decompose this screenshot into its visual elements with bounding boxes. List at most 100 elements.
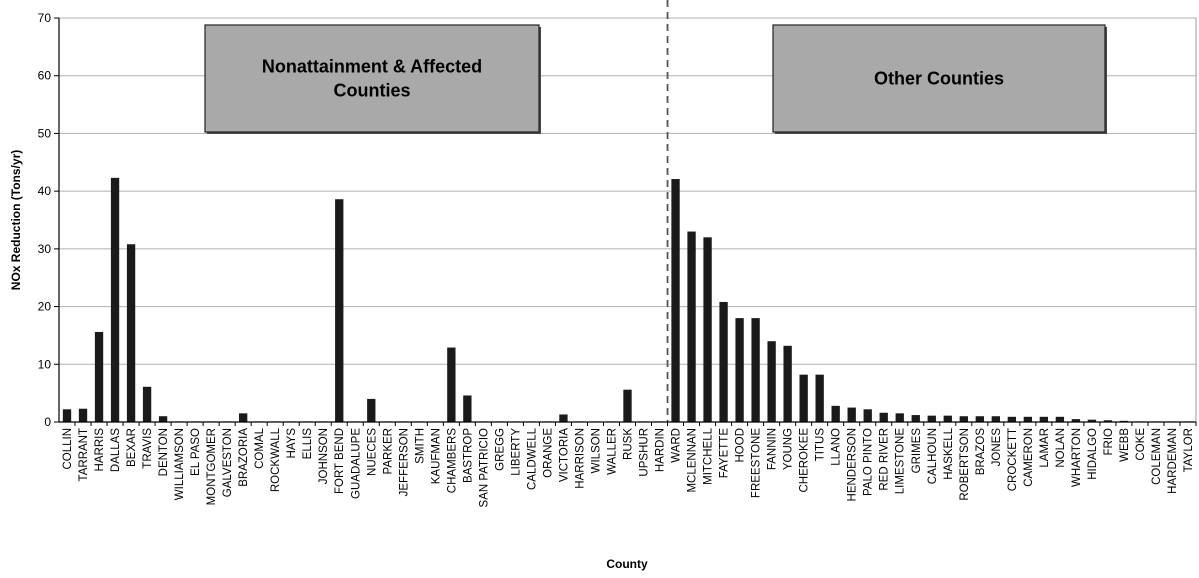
bar (142, 386, 152, 422)
x-tick-label: FAYETTE (719, 428, 731, 479)
x-tick-label: NOLAN (1055, 428, 1067, 468)
x-tick-label: WEBB (1119, 428, 1131, 462)
x-tick-label: TRAVIS (142, 428, 154, 469)
x-tick-label: DENTON (158, 428, 170, 476)
bar (751, 318, 760, 422)
x-tick-label: KAUFMAN (430, 428, 442, 484)
bar (78, 408, 88, 422)
bar (703, 237, 712, 422)
x-tick-label: PALO PINTO (863, 428, 875, 496)
x-tick-label: YOUNG (783, 428, 795, 470)
x-tick-label: JONES (991, 428, 1003, 467)
bar (735, 318, 744, 422)
bar (719, 301, 728, 422)
bar (991, 416, 1000, 422)
x-tick-label: ORANGE (542, 428, 554, 478)
x-tick-label: HAYS (286, 428, 298, 459)
bar (1039, 416, 1049, 422)
x-tick-label: CHAMBERS (446, 428, 458, 494)
category-box (772, 24, 1106, 133)
bar (559, 414, 568, 422)
y-tick-label: 50 (38, 126, 52, 140)
bar (62, 409, 72, 422)
bar (687, 231, 696, 422)
x-tick-label: LAMAR (1039, 428, 1051, 468)
x-tick-label: HARRIS (94, 428, 106, 472)
x-tick-label: HASKELL (943, 427, 955, 479)
x-tick-label: LLANO (831, 428, 843, 466)
x-tick-label: MCLENNAN (687, 428, 699, 493)
x-tick-label: WILSON (590, 428, 602, 473)
y-axis-title: NOx Reduction (Tons/yr) (9, 150, 23, 290)
x-tick-label: WHARTON (1071, 428, 1083, 487)
x-tick-label: WILLIAMSON (174, 428, 186, 500)
bar (943, 415, 952, 422)
x-tick-label: LIBERTY (510, 428, 522, 476)
x-tick-label: BASTROP (462, 428, 474, 483)
x-tick-label: UPSHUR (639, 428, 651, 477)
bar (158, 416, 168, 422)
bar (783, 345, 792, 422)
y-tick-label: 0 (44, 415, 51, 429)
x-tick-label: TAYLOR (1183, 428, 1195, 472)
x-tick-label: HIDALGO (1087, 428, 1099, 480)
x-tick-label: MONTGOMER (206, 428, 218, 505)
bar (767, 341, 776, 422)
x-tick-label: DALLAS (110, 428, 122, 472)
x-tick-label: GREGG (494, 428, 506, 471)
x-tick-label: GRIMES (911, 428, 923, 474)
bar (863, 409, 872, 422)
x-tick-label: COKE (1135, 428, 1147, 461)
x-tick-label: BRAZORIA (238, 428, 250, 487)
x-tick-label: FREESTONE (751, 428, 763, 498)
bars (62, 177, 1193, 422)
y-tick-label: 20 (38, 300, 52, 314)
bar (126, 244, 136, 422)
x-tick-label: ELLIS (302, 428, 314, 460)
x-axis-ticks: COLLIN TARRANT HARRIS DALLAS BEXAR TRAVIS DENT… (62, 422, 1197, 507)
y-tick-label: 70 (38, 11, 52, 25)
x-tick-label: BRAZOS (975, 428, 987, 476)
bar (1071, 419, 1081, 422)
x-tick-label: HARDEMAN (1167, 428, 1179, 494)
bar (879, 412, 888, 422)
bar (799, 374, 808, 422)
bar (1023, 416, 1033, 422)
category-box (204, 24, 540, 133)
bar (1055, 416, 1065, 422)
bar (335, 199, 344, 422)
x-tick-label: SAN PATRICIO (478, 428, 490, 507)
y-tick-label: 10 (38, 357, 52, 371)
x-tick-label: COMAL (254, 427, 266, 469)
bar (895, 413, 904, 422)
category-box-label: Other Counties (874, 69, 1004, 89)
x-tick-label: VICTORIA (558, 428, 570, 482)
bar (110, 177, 120, 422)
y-tick-label: 60 (38, 69, 52, 83)
y-tick-label: 40 (38, 184, 52, 198)
x-tick-label: CAMERON (1023, 428, 1035, 487)
x-tick-label: TITUS (815, 428, 827, 462)
bar (831, 405, 840, 422)
x-tick-label: FORT BEND (334, 428, 346, 494)
y-axis-ticks: 0 10 20 30 40 50 60 70 (38, 11, 59, 429)
bar (847, 407, 856, 422)
x-tick-label: COLEMAN (1151, 428, 1163, 485)
x-tick-label: GUADALUPE (350, 428, 362, 499)
x-tick-label: RUSK (623, 428, 635, 460)
x-tick-label: FRIO (1103, 428, 1115, 456)
x-tick-label: RED RIVER (879, 428, 891, 491)
bar (623, 389, 632, 422)
x-tick-label: EL PASO (190, 428, 202, 476)
x-tick-label: TARRANT (78, 428, 90, 481)
x-tick-label: MITCHELL (703, 427, 715, 484)
x-tick-label: WALLER (606, 428, 618, 475)
x-axis-title: County (606, 557, 648, 571)
category-boxes: Nonattainment & Affected Counties Other Co… (204, 24, 1107, 134)
x-tick-label: JOHNSON (318, 428, 330, 484)
x-tick-label: ROCKWALL (270, 427, 282, 492)
bar (238, 413, 248, 422)
x-tick-label: HENDERSON (847, 428, 859, 501)
x-tick-label: WARD (671, 428, 683, 463)
